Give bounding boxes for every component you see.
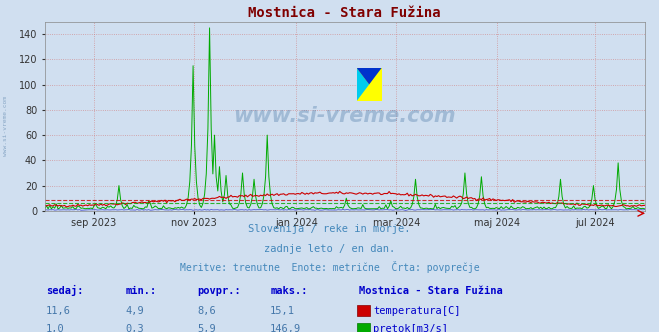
Text: Slovenija / reke in morje.: Slovenija / reke in morje. — [248, 224, 411, 234]
Title: Mostnica - Stara Fužina: Mostnica - Stara Fužina — [248, 6, 441, 20]
Text: Mostnica - Stara Fužina: Mostnica - Stara Fužina — [359, 286, 503, 296]
Text: zadnje leto / en dan.: zadnje leto / en dan. — [264, 244, 395, 254]
Text: maks.:: maks.: — [270, 286, 308, 296]
Text: 0,3: 0,3 — [125, 324, 144, 332]
Text: 1,0: 1,0 — [46, 324, 65, 332]
Text: 11,6: 11,6 — [46, 306, 71, 316]
Text: 15,1: 15,1 — [270, 306, 295, 316]
Text: 8,6: 8,6 — [198, 306, 216, 316]
Text: sedaj:: sedaj: — [46, 285, 84, 296]
Text: min.:: min.: — [125, 286, 156, 296]
Text: 146,9: 146,9 — [270, 324, 301, 332]
Text: Meritve: trenutne  Enote: metrične  Črta: povprečje: Meritve: trenutne Enote: metrične Črta: … — [180, 261, 479, 273]
Polygon shape — [357, 68, 382, 84]
Text: www.si-vreme.com: www.si-vreme.com — [233, 106, 456, 126]
Text: 5,9: 5,9 — [198, 324, 216, 332]
Text: temperatura[C]: temperatura[C] — [373, 306, 461, 316]
Text: pretok[m3/s]: pretok[m3/s] — [373, 324, 448, 332]
Polygon shape — [357, 68, 369, 101]
Text: 4,9: 4,9 — [125, 306, 144, 316]
Text: www.si-vreme.com: www.si-vreme.com — [3, 96, 8, 156]
Text: povpr.:: povpr.: — [198, 286, 241, 296]
